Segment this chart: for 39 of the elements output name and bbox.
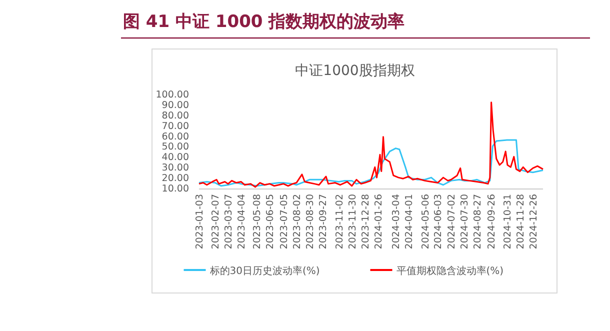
x-tick-label: 2024-09-26 xyxy=(486,194,498,250)
x-tick-label: 2024-07-30 xyxy=(460,194,471,250)
x-tick-label: 2024-01-26 xyxy=(374,194,385,250)
x-tick-label: 2023-03-07 xyxy=(224,194,235,250)
legend-label: 标的30日历史波动率(%) xyxy=(208,265,320,277)
x-tick-label: 2023-08-30 xyxy=(304,194,316,250)
y-tick-label: 70.00 xyxy=(162,120,189,132)
x-tick-label: 2024-08-27 xyxy=(472,194,484,250)
x-tick-label: 2023-06-05 xyxy=(265,194,276,250)
x-tick-label: 2024-12-26 xyxy=(528,194,540,250)
x-tick-label: 2024-03-04 xyxy=(391,194,402,250)
x-tick-label: 2023-11-30 xyxy=(347,194,358,250)
x-tick-label: 2023-04-04 xyxy=(236,194,248,250)
x-tick-label: 2023-12-28 xyxy=(360,194,372,250)
y-tick-label: 100.00 xyxy=(156,90,189,100)
legend-label: 平值期权隐含波动率(%) xyxy=(396,265,504,277)
y-tick-label: 10.00 xyxy=(162,184,189,194)
x-tick-label: 2024-11-28 xyxy=(515,194,526,250)
x-tick-label: 2024-06-03 xyxy=(433,194,444,250)
x-tick-label: 2024-04-01 xyxy=(404,194,416,250)
y-tick-label: 30.00 xyxy=(162,162,189,174)
x-tick-label: 2023-09-27 xyxy=(318,194,329,250)
y-tick-label: 40.00 xyxy=(162,152,189,164)
x-tick-label: 2023-07-05 xyxy=(279,194,290,250)
x-tick-label: 2024-05-06 xyxy=(420,194,432,250)
x-tick-label: 2023-08-02 xyxy=(292,194,303,250)
subtitle: 中证1000股指期权 xyxy=(295,63,415,79)
y-tick-label: 60.00 xyxy=(162,131,189,142)
title: 图 41 中证 1000 指数期权的波动率 xyxy=(123,12,405,32)
y-tick-label: 20.00 xyxy=(162,173,189,184)
y-tick-label: 90.00 xyxy=(162,100,189,111)
x-tick-label: 2023-01-03 xyxy=(194,194,206,250)
y-tick-label: 50.00 xyxy=(162,142,189,153)
x-tick-label: 2023-05-08 xyxy=(252,194,264,250)
y-tick-label: 80.00 xyxy=(162,110,189,122)
x-tick-label: 2023-11-02 xyxy=(334,194,346,250)
x-tick-label: 2024-10-31 xyxy=(502,194,514,250)
x-tick-label: 2023-02-07 xyxy=(210,194,222,250)
x-tick-label: 2024-07-02 xyxy=(446,194,458,250)
